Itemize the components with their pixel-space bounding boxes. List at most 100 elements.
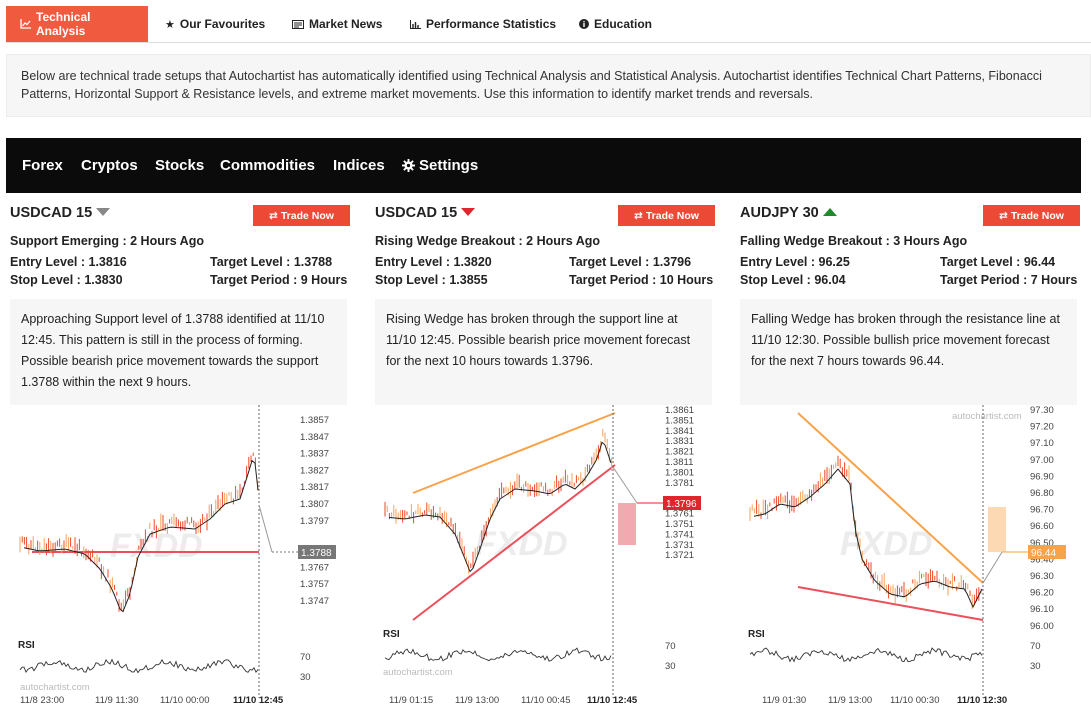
- target-level: Target Level : 96.44: [940, 255, 1056, 269]
- x-tick-label: 11/9 01:30: [762, 695, 806, 706]
- nav-stocks[interactable]: Stocks: [155, 157, 205, 174]
- intro-text: Below are technical trade setups that Au…: [6, 54, 1091, 117]
- y-tick-label: 1.3827: [300, 465, 329, 476]
- y-tick-label: 1.3731: [665, 540, 694, 551]
- y-tick-label: 97.30: [1030, 405, 1054, 416]
- symbol-label: USDCAD 15: [10, 205, 93, 221]
- trade-now-label: Trade Now: [645, 209, 699, 222]
- trade-now-button[interactable]: ⇄ Trade Now: [983, 205, 1080, 226]
- target-zone: [988, 507, 1006, 552]
- y-tick-label: 96.90: [1030, 471, 1054, 482]
- forecast-arrow: [258, 504, 273, 553]
- y-tick-label: 1.3751: [665, 519, 694, 530]
- tab-performance-statistics[interactable]: Performance Statistics: [410, 6, 556, 42]
- y-tick-label: 96.40: [1030, 554, 1054, 565]
- newspaper-icon: [292, 19, 304, 29]
- down-triangle-icon: [461, 205, 476, 221]
- price-chart: FXDDautochartist.com1.38571.38471.38371.…: [18, 405, 336, 706]
- price-highlight-label: 96.44: [1031, 548, 1056, 559]
- x-tick-label: 11/9 13:00: [455, 695, 499, 706]
- nav-cryptos[interactable]: Cryptos: [81, 157, 138, 174]
- symbol-heading: AUDJPY 30: [740, 205, 837, 221]
- price-highlight-label: 1.3796: [666, 499, 697, 510]
- tab-education[interactable]: Education: [579, 6, 652, 42]
- nav-settings[interactable]: Settings: [402, 138, 478, 193]
- y-tick-label: 1.3741: [665, 529, 694, 540]
- x-now-label: 11/10 12:45: [587, 695, 638, 706]
- y-tick-label: 1.3831: [665, 436, 694, 447]
- symbol-heading: USDCAD 15: [10, 205, 111, 221]
- nav-commodities[interactable]: Commodities: [220, 157, 316, 174]
- y-tick-label: 1.3807: [300, 499, 329, 510]
- price-chart: FXDD autochartist.com 97.30 97.20 97.10 97.00…: [748, 405, 1066, 706]
- stop-level: Stop Level : 96.04: [740, 273, 846, 287]
- nav-forex[interactable]: Forex: [22, 157, 63, 174]
- tab-label: Our Favourites: [179, 17, 266, 31]
- exchange-icon: ⇄: [634, 209, 643, 222]
- target-period: Target Period : 7 Hours: [940, 273, 1078, 287]
- y-tick-label: 97.20: [1030, 422, 1054, 433]
- stop-level: Stop Level : 1.3855: [375, 273, 488, 287]
- target-zone: [618, 503, 636, 545]
- price-highlight-label: 1.3788: [301, 548, 332, 559]
- price-highlight: [298, 545, 336, 559]
- x-now-label: 11/10 12:45: [233, 695, 284, 706]
- fxdd-watermark: FXDD: [840, 525, 933, 563]
- rsi-line: [384, 647, 612, 662]
- info-icon: [579, 19, 589, 29]
- up-triangle-icon: [822, 205, 837, 221]
- pattern-line: [797, 586, 984, 621]
- symbol-label: USDCAD 15: [375, 205, 458, 221]
- y-tick-label: 96.10: [1030, 604, 1054, 615]
- y-tick-label: 1.3767: [300, 562, 329, 573]
- y-tick-label: 1.3747: [300, 596, 329, 607]
- trade-now-label: Trade Now: [280, 209, 334, 222]
- stop-level: Stop Level : 1.3830: [10, 273, 123, 287]
- entry-level: Entry Level : 1.3816: [10, 255, 127, 269]
- trade-setup-card: USDCAD 15 ⇄ Trade Now Rising Wedge Break…: [375, 203, 715, 707]
- rsi-tick-label: 30: [300, 672, 311, 683]
- y-tick-label: 96.50: [1030, 538, 1054, 549]
- line-chart-icon: [20, 19, 31, 29]
- y-tick-label: 1.3781: [665, 478, 694, 489]
- price-highlight: [663, 496, 701, 510]
- moving-average-line: [753, 468, 983, 609]
- exchange-icon: ⇄: [269, 209, 278, 222]
- y-tick-label: 1.3841: [665, 426, 694, 437]
- pattern-line: [797, 412, 984, 584]
- neutral-triangle-icon: [96, 205, 111, 221]
- pattern-name: Rising Wedge Breakout : 2 Hours Ago: [375, 234, 601, 248]
- tab-our-favourites[interactable]: ★ Our Favourites: [165, 6, 265, 42]
- trade-now-button[interactable]: ⇄ Trade Now: [253, 205, 350, 226]
- y-tick-label: 96.80: [1030, 488, 1054, 499]
- target-period: Target Period : 10 Hours: [569, 273, 714, 287]
- symbol-heading: USDCAD 15: [375, 205, 476, 221]
- pattern-line: [412, 412, 616, 494]
- tab-label: Technical Analysis: [36, 10, 91, 38]
- setup-description: Approaching Support level of 1.3788 iden…: [10, 299, 347, 405]
- trade-setup-card: AUDJPY 30 ⇄ Trade Now Falling Wedge Brea…: [740, 203, 1080, 707]
- tab-technical-analysis[interactable]: Technical Analysis: [6, 6, 148, 42]
- y-tick-label: 1.3861: [665, 405, 694, 416]
- x-tick-label: 11/9 01:15: [389, 695, 433, 706]
- x-tick-label: 11/9 13:00: [828, 695, 872, 706]
- tab-label: Education: [594, 17, 653, 31]
- moving-average-line: [388, 441, 612, 573]
- forecast-arrow: [612, 466, 638, 504]
- trade-setup-card: USDCAD 15 ⇄ Trade Now Support Emerging :…: [10, 203, 350, 707]
- y-tick-label: 1.3811: [665, 457, 693, 468]
- y-tick-label: 1.3801: [665, 467, 694, 478]
- entry-level: Entry Level : 1.3820: [375, 255, 492, 269]
- y-tick-label: 1.3757: [300, 579, 329, 590]
- bar-chart-icon: [410, 19, 421, 29]
- nav-indices[interactable]: Indices: [333, 157, 385, 174]
- price-chart: FXDDautochartist.com1.38611.38511.38411.…: [383, 405, 701, 706]
- source-label: autochartist.com: [20, 682, 90, 693]
- trade-now-button[interactable]: ⇄ Trade Now: [618, 205, 715, 226]
- source-label: autochartist.com: [952, 411, 1022, 422]
- y-tick-label: 96.20: [1030, 588, 1054, 599]
- pattern-name: Support Emerging : 2 Hours Ago: [10, 234, 204, 248]
- tab-market-news[interactable]: Market News: [292, 6, 382, 42]
- exchange-icon: ⇄: [999, 209, 1008, 222]
- y-tick-label: 1.3817: [300, 482, 329, 493]
